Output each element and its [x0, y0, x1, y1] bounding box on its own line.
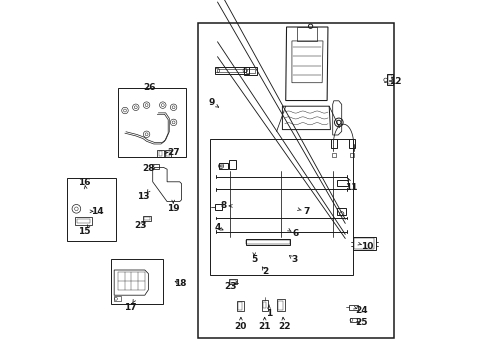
Bar — [118, 88, 186, 157]
Text: 16: 16 — [78, 178, 91, 187]
Text: 12: 12 — [388, 77, 401, 85]
Bar — [110, 259, 163, 304]
Text: 22: 22 — [277, 323, 290, 331]
Bar — [77, 219, 89, 223]
Text: 23: 23 — [134, 221, 147, 230]
Bar — [214, 204, 222, 210]
Bar — [337, 180, 347, 186]
Text: 24: 24 — [355, 306, 367, 315]
Bar — [142, 216, 151, 221]
Bar — [157, 150, 163, 157]
Text: 9: 9 — [208, 98, 214, 107]
Bar — [164, 150, 171, 157]
Bar — [348, 305, 357, 310]
Bar — [159, 151, 162, 156]
Bar — [67, 178, 116, 241]
Bar — [151, 164, 159, 169]
Bar — [236, 301, 244, 311]
Text: 15: 15 — [78, 227, 91, 236]
Text: 1: 1 — [265, 309, 271, 318]
Bar — [331, 153, 336, 157]
Text: 13: 13 — [137, 192, 150, 201]
Bar — [387, 75, 391, 84]
Text: 8: 8 — [221, 202, 226, 210]
Bar — [228, 279, 236, 284]
Text: 3: 3 — [290, 255, 297, 264]
Text: 27: 27 — [166, 148, 179, 157]
Bar — [144, 217, 149, 220]
Text: 7: 7 — [303, 207, 309, 216]
Bar — [238, 302, 242, 310]
Text: 21: 21 — [258, 323, 270, 331]
Bar — [353, 238, 374, 249]
Bar — [197, 23, 393, 338]
Text: 26: 26 — [143, 83, 155, 91]
Text: 4: 4 — [214, 223, 220, 232]
Bar — [246, 240, 289, 244]
Bar — [114, 296, 121, 301]
Text: 25: 25 — [355, 318, 367, 328]
Bar — [337, 208, 346, 215]
Bar — [386, 74, 392, 85]
Bar — [246, 69, 255, 73]
Bar — [217, 69, 245, 72]
Bar — [244, 67, 257, 75]
Text: 23: 23 — [224, 282, 237, 291]
Text: 17: 17 — [123, 303, 136, 312]
Bar — [330, 139, 337, 148]
Text: 20: 20 — [234, 323, 246, 331]
Bar — [75, 217, 92, 225]
Text: 18: 18 — [174, 279, 186, 288]
Bar — [276, 299, 284, 311]
Text: 11: 11 — [345, 184, 357, 192]
Text: 28: 28 — [142, 164, 155, 173]
Bar — [229, 160, 235, 169]
Text: 19: 19 — [166, 204, 179, 212]
Text: 14: 14 — [91, 207, 104, 216]
Bar — [348, 139, 355, 148]
Bar — [352, 237, 375, 250]
Bar — [246, 239, 289, 245]
Text: 2: 2 — [262, 267, 268, 276]
Bar — [349, 153, 353, 157]
Bar — [278, 301, 283, 310]
Text: 5: 5 — [250, 256, 257, 264]
Bar — [261, 300, 267, 311]
Bar — [219, 163, 228, 169]
Bar — [215, 67, 249, 74]
Text: 6: 6 — [292, 230, 298, 239]
Bar — [210, 139, 352, 275]
Bar — [229, 280, 235, 283]
Bar — [349, 318, 356, 322]
Bar — [166, 151, 169, 156]
Text: 10: 10 — [360, 242, 372, 251]
Bar — [263, 302, 266, 308]
